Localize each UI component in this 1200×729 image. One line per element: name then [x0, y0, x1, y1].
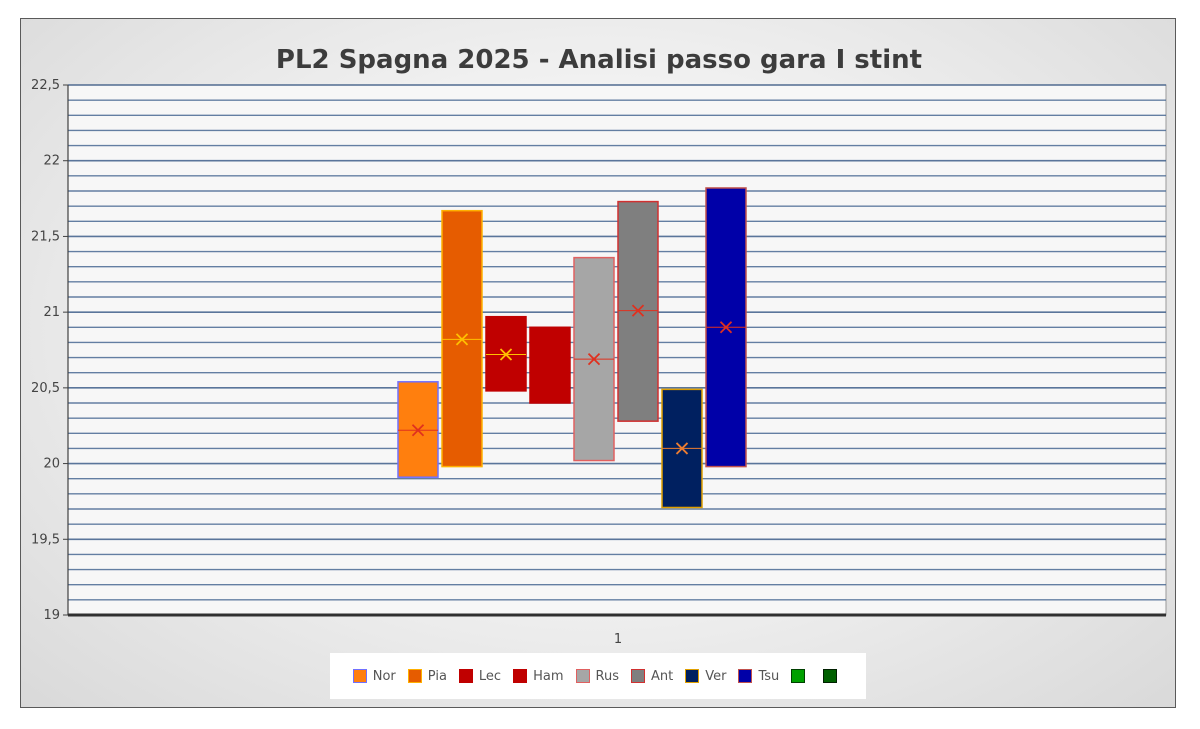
y-tick-label: 20,5: [31, 381, 60, 396]
mean-marker-stroke: [631, 304, 645, 317]
legend-label: Ham: [533, 668, 564, 684]
legend-swatch: [823, 669, 838, 683]
mean-marker: [499, 348, 513, 361]
legend-swatch: [630, 669, 645, 683]
axes: 19 19,5 20 20,5 21 21,5 22 22,5: [31, 78, 1166, 623]
y-tick-label: 21: [43, 305, 60, 320]
legend-label: Pia: [427, 668, 447, 684]
mean-marker-stroke: [411, 424, 425, 437]
legend-swatch: [685, 669, 700, 683]
x-tick-label: 1: [614, 632, 622, 647]
chart-title: PL2 Spagna 2025 - Analisi passo gara I s…: [275, 45, 923, 75]
gridlines: [68, 84, 1166, 616]
mean-marker-stroke: [587, 352, 601, 366]
box-ant: [617, 200, 659, 422]
mean-marker: [675, 442, 689, 455]
legend-item: Pia: [407, 668, 447, 684]
legend-item: Ver: [685, 669, 726, 684]
legend-item: Lec: [458, 668, 502, 684]
y-tick-label: 19,5: [31, 532, 60, 547]
mean-marker-stroke: [499, 348, 513, 361]
legend: Nor Pia Lec Ham Rus Ant Ver Tsu: [330, 653, 866, 699]
legend-item: [791, 669, 811, 683]
y-tick-label: 20: [43, 457, 60, 472]
legend-swatch: [458, 669, 473, 683]
legend-label: Nor: [372, 668, 396, 684]
mean-marker: [631, 304, 645, 317]
mean-marker: [719, 321, 733, 334]
legend-swatch: [407, 669, 422, 683]
legend-swatch: [791, 669, 806, 683]
y-tick-label: 22,5: [31, 78, 60, 93]
legend-label: Tsu: [758, 668, 780, 684]
legend-item: [823, 669, 843, 683]
mean-marker: [411, 424, 425, 437]
mean-marker: [587, 352, 601, 366]
legend-swatch: [738, 669, 753, 683]
legend-swatch: [575, 669, 590, 683]
boxes: [397, 187, 747, 509]
legend-item: Nor: [352, 668, 396, 684]
legend-item: Rus: [575, 668, 619, 684]
y-tick-label: 19: [43, 608, 60, 623]
mean-marker: [455, 333, 469, 346]
y-tick-label: 22: [43, 154, 60, 169]
y-tick-label: 21,5: [31, 229, 60, 244]
legend-swatch: [513, 669, 528, 683]
legend-label: Ver: [705, 668, 727, 684]
mean-marker-stroke: [675, 442, 689, 455]
legend-item: Ant: [630, 668, 674, 684]
legend-item: Ham: [513, 668, 564, 684]
mean-marker-stroke: [455, 333, 469, 346]
legend-label: Lec: [478, 668, 502, 684]
box-ham: [529, 326, 571, 404]
mean-marker-stroke: [719, 321, 733, 334]
legend-label: Rus: [595, 668, 619, 684]
legend-item: Tsu: [738, 669, 779, 684]
plot-background: [67, 84, 1167, 616]
legend-swatch: [352, 669, 367, 683]
legend-label: Ant: [650, 668, 674, 684]
